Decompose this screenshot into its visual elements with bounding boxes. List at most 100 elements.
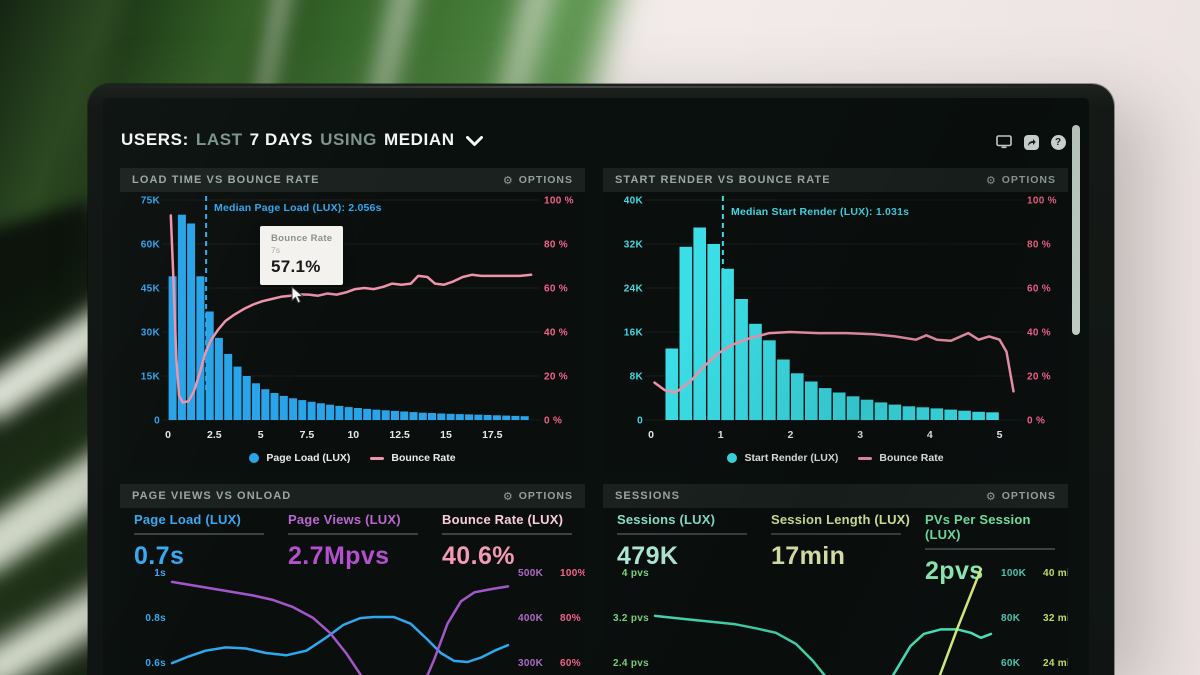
svg-text:80K: 80K bbox=[1001, 613, 1021, 624]
screen-icon-bar: ? bbox=[996, 134, 1066, 150]
svg-text:100K: 100K bbox=[1001, 568, 1027, 579]
svg-text:15: 15 bbox=[440, 429, 452, 441]
svg-text:3: 3 bbox=[857, 429, 863, 441]
svg-text:0: 0 bbox=[637, 416, 643, 427]
svg-text:32K: 32K bbox=[624, 240, 644, 251]
svg-text:0 %: 0 % bbox=[544, 416, 562, 427]
svg-text:2: 2 bbox=[788, 429, 794, 441]
svg-text:40 %: 40 % bbox=[1027, 328, 1051, 339]
svg-text:40 %: 40 % bbox=[544, 328, 568, 339]
svg-text:24K: 24K bbox=[624, 284, 644, 295]
panel-title: SESSIONS bbox=[615, 490, 681, 502]
svg-text:17.5: 17.5 bbox=[482, 429, 503, 441]
panel-title: START RENDER VS BOUNCE RATE bbox=[615, 174, 831, 186]
header-using-label: USING bbox=[320, 130, 377, 149]
svg-text:80 %: 80 % bbox=[1027, 240, 1051, 251]
legend-line-swatch bbox=[858, 456, 873, 460]
header-last-label: LAST bbox=[195, 130, 243, 149]
panel-load-time-vs-bounce-rate: LOAD TIME VS BOUNCE RATE ⚙ OPTIONS 75K 10… bbox=[120, 168, 585, 470]
svg-text:400K: 400K bbox=[518, 613, 544, 624]
display-icon[interactable] bbox=[996, 134, 1012, 150]
svg-text:20 %: 20 % bbox=[1027, 372, 1051, 383]
chart-legend: Start Render (LUX) Bounce Rate bbox=[603, 448, 1068, 468]
legend-start-render[interactable]: Start Render (LUX) bbox=[727, 452, 838, 464]
svg-text:1s: 1s bbox=[154, 568, 166, 579]
metric-page-load: Page Load (LUX) 0.7s bbox=[120, 512, 274, 571]
share-icon[interactable] bbox=[1023, 134, 1039, 150]
svg-text:100 %: 100 % bbox=[544, 196, 574, 207]
legend-page-load[interactable]: Page Load (LUX) bbox=[249, 452, 350, 464]
metric-pvs-per-session: PVs Per Session (LUX) 2pvs bbox=[911, 512, 1065, 586]
page-views-line-chart[interactable]: 1s 500K 100% 0.8s 400K 80% 0.6s 300K 60% bbox=[120, 560, 585, 675]
svg-text:20 %: 20 % bbox=[544, 372, 568, 383]
svg-text:24 min: 24 min bbox=[1043, 658, 1068, 669]
dashboard-screen: USERS: LAST 7 DAYS USING MEDIAN bbox=[103, 98, 1089, 675]
help-icon[interactable]: ? bbox=[1050, 134, 1066, 150]
options-button[interactable]: ⚙ OPTIONS bbox=[502, 173, 573, 187]
median-annotation: Median Start Render (LUX): 1.031s bbox=[731, 206, 910, 218]
legend-dot-swatch bbox=[249, 453, 260, 463]
gear-icon: ⚙ bbox=[985, 489, 997, 503]
svg-text:1: 1 bbox=[718, 429, 724, 441]
sessions-line-chart[interactable]: 4 pvs 100K 40 min 3.2 pvs 80K 32 min 2.4 pvs 60… bbox=[603, 560, 1068, 675]
legend-bounce-rate[interactable]: Bounce Rate bbox=[858, 452, 944, 464]
metric-page-views: Page Views (LUX) 2.7Mpvs bbox=[274, 512, 428, 571]
median-annotation: Median Page Load (LUX): 2.056s bbox=[214, 202, 382, 214]
panel-start-render-vs-bounce-rate: START RENDER VS BOUNCE RATE ⚙ OPTIONS 40… bbox=[603, 168, 1068, 470]
metrics-row: Sessions (LUX) 479K Session Length (LUX)… bbox=[603, 512, 1068, 586]
header-users-label: USERS: bbox=[121, 130, 189, 149]
svg-text:5: 5 bbox=[997, 429, 1003, 441]
svg-text:12.5: 12.5 bbox=[389, 429, 410, 441]
cursor-icon bbox=[291, 286, 304, 304]
panel-title: PAGE VIEWS VS ONLOAD bbox=[132, 490, 292, 502]
svg-text:0.8s: 0.8s bbox=[145, 613, 166, 624]
svg-text:45K: 45K bbox=[141, 284, 161, 295]
panel-sessions: SESSIONS ⚙ OPTIONS Sessions (LUX) 479K S… bbox=[603, 484, 1068, 675]
svg-text:40K: 40K bbox=[624, 196, 644, 207]
options-button[interactable]: ⚙ OPTIONS bbox=[985, 173, 1056, 187]
svg-text:0: 0 bbox=[648, 429, 654, 441]
tooltip-sub: 7s bbox=[271, 245, 280, 255]
options-button[interactable]: ⚙ OPTIONS bbox=[502, 489, 573, 503]
legend-bounce-rate[interactable]: Bounce Rate bbox=[370, 452, 456, 464]
chevron-down-icon[interactable] bbox=[465, 135, 483, 147]
laptop-bezel: USERS: LAST 7 DAYS USING MEDIAN bbox=[88, 84, 1114, 675]
gear-icon: ⚙ bbox=[502, 489, 514, 503]
svg-text:0 %: 0 % bbox=[1027, 416, 1045, 427]
metric-session-length: Session Length (LUX) 17min bbox=[771, 512, 911, 570]
svg-text:100%: 100% bbox=[560, 568, 585, 579]
svg-text:0: 0 bbox=[165, 429, 171, 441]
bounce-rate-tooltip: Bounce Rate 7s 57.1% bbox=[260, 226, 344, 285]
panel-title: LOAD TIME VS BOUNCE RATE bbox=[132, 174, 320, 186]
svg-text:3.2 pvs: 3.2 pvs bbox=[613, 613, 649, 624]
chart-legend: Page Load (LUX) Bounce Rate bbox=[120, 448, 585, 468]
tooltip-title: Bounce Rate bbox=[271, 233, 333, 244]
svg-text:80%: 80% bbox=[560, 613, 581, 624]
svg-text:60%: 60% bbox=[560, 658, 581, 669]
gear-icon: ⚙ bbox=[985, 173, 997, 187]
svg-text:60 %: 60 % bbox=[544, 284, 568, 295]
load-time-histogram-chart[interactable]: 75K 100 % 60K 80 % 45K 60 % 30K 40 % 15K 20 % 0 0 %… bbox=[120, 192, 585, 446]
vertical-scrollbar[interactable] bbox=[1072, 125, 1080, 335]
svg-text:5: 5 bbox=[258, 429, 264, 441]
svg-text:60 %: 60 % bbox=[1027, 284, 1051, 295]
metrics-row: Page Load (LUX) 0.7s Page Views (LUX) 2.… bbox=[120, 512, 585, 571]
svg-text:75K: 75K bbox=[141, 196, 161, 207]
svg-text:40 min: 40 min bbox=[1043, 568, 1068, 579]
svg-text:30K: 30K bbox=[141, 328, 161, 339]
svg-text:100 %: 100 % bbox=[1027, 196, 1057, 207]
svg-text:10: 10 bbox=[347, 429, 359, 441]
metric-sessions: Sessions (LUX) 479K bbox=[603, 512, 757, 586]
svg-text:15K: 15K bbox=[141, 372, 161, 383]
svg-text:0: 0 bbox=[154, 416, 160, 427]
svg-text:80 %: 80 % bbox=[544, 240, 568, 251]
tooltip-value: 57.1% bbox=[271, 257, 321, 276]
start-render-histogram-chart[interactable]: 40K 100 % 32K 80 % 24K 60 % 16K 40 % 8K 20 % 0 0 % 0… bbox=[603, 192, 1068, 446]
dashboard-title-dropdown[interactable]: USERS: LAST 7 DAYS USING MEDIAN bbox=[121, 128, 483, 152]
options-button[interactable]: ⚙ OPTIONS bbox=[985, 489, 1056, 503]
metric-bounce-rate: Bounce Rate (LUX) 40.6% bbox=[428, 512, 582, 571]
legend-dot-swatch bbox=[727, 453, 738, 463]
svg-text:0.6s: 0.6s bbox=[145, 658, 166, 669]
svg-text:16K: 16K bbox=[624, 328, 644, 339]
svg-text:4 pvs: 4 pvs bbox=[622, 568, 649, 579]
